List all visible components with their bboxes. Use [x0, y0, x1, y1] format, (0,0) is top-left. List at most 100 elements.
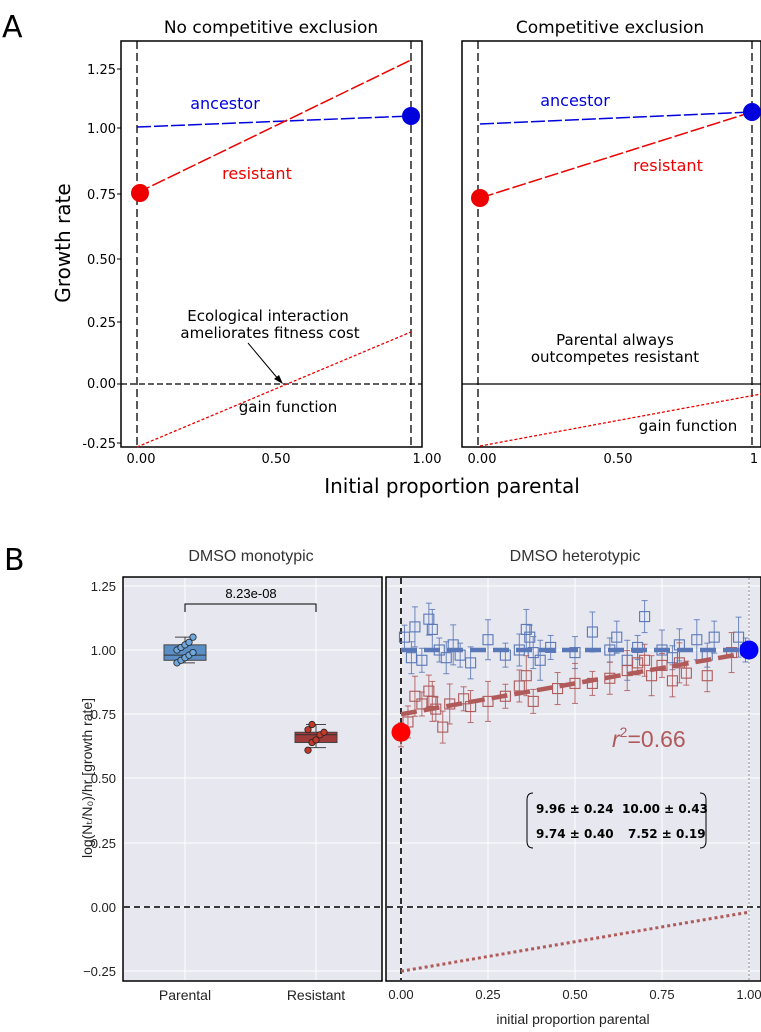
data-point-square — [458, 693, 470, 705]
data-point-square — [409, 690, 421, 702]
ytick-label: 0.00 — [91, 900, 116, 915]
panel-a-left-xticks: 0.00 0.50 1.00 — [127, 452, 442, 467]
xtick-label: 0.50 — [604, 452, 633, 467]
panel-a-right-ancestor-point — [743, 103, 761, 121]
ytick-label: 0.75 — [87, 188, 116, 203]
data-point-square — [586, 626, 598, 638]
xtick-label: 0.00 — [127, 452, 156, 467]
panel-a-right-resistant-label: resistant — [633, 156, 703, 175]
panel-a-left-ancestor-point — [402, 107, 420, 125]
data-point-square — [632, 657, 644, 669]
data-point-square — [409, 621, 421, 633]
ytick-label: 0.50 — [91, 771, 116, 786]
data-point-square — [465, 657, 477, 669]
panel-a-right-title: Competitive exclusion — [516, 18, 704, 38]
panel-a-right-annotation-1: Parental always — [556, 331, 674, 349]
xtick-label: 0.75 — [649, 987, 674, 1002]
endpoint-resistant — [391, 722, 411, 742]
xtick-label: 0.50 — [562, 987, 587, 1002]
gain-function-line — [400, 910, 750, 973]
table-cell: 10.00 ± 0.43 — [622, 802, 708, 816]
xtick-label: 0.25 — [475, 987, 500, 1002]
panel-a-left-resistant-point — [131, 184, 149, 202]
table-cell: 9.74 ± 0.40 — [536, 827, 614, 841]
data-point-square — [520, 670, 532, 682]
data-point-square — [437, 721, 449, 733]
data-point-square — [440, 652, 452, 664]
endpoint-ancestor — [739, 640, 759, 660]
box-point — [320, 728, 328, 736]
significance-bracket — [184, 603, 317, 612]
panel-a-left-gain-line — [136, 331, 412, 448]
data-point-square — [513, 680, 525, 692]
panel-a-left-title: No competitive exclusion — [164, 18, 378, 38]
data-point-square — [621, 665, 633, 677]
panel-a-right-guides — [462, 41, 761, 447]
ytick-label: 0.25 — [91, 836, 116, 851]
panel-a-left-ancestor-label: ancestor — [190, 94, 260, 113]
fitness-table: 9.96 ± 0.24 10.00 ± 0.43 9.74 ± 0.40 7.5… — [536, 802, 708, 841]
ytick-label: −0.25 — [83, 964, 116, 979]
data-point-square — [733, 631, 745, 643]
pvalue-label: 8.23e-08 — [225, 586, 276, 601]
xtick-label: 1.00 — [413, 452, 442, 467]
box-point — [312, 736, 320, 744]
panel-b-left-xticks: Parental Resistant — [159, 987, 345, 1003]
ytick-label: -0.25 — [82, 437, 116, 452]
ytick-label: 0.00 — [87, 377, 116, 392]
panel-label-b: B — [4, 543, 25, 578]
data-point-square — [527, 647, 539, 659]
data-point-square — [680, 667, 692, 679]
panel-a-left-annotation-2: ameliorates fitness cost — [180, 324, 359, 342]
panel-b-right-title: DMSO heterotypic — [510, 548, 641, 565]
table-left-brace — [526, 792, 534, 849]
data-point-square — [534, 654, 546, 666]
xtick-label: 1.00 — [736, 987, 761, 1002]
data-point-square — [426, 623, 438, 635]
panel-a-yticks: 1.25 1.00 0.75 0.50 0.25 0.00 -0.25 — [82, 63, 116, 452]
panel-a-right-ancestor-line — [479, 111, 753, 125]
panel-a-right-resistant-line — [479, 111, 753, 199]
box-point — [189, 633, 197, 641]
data-point-square — [520, 623, 532, 635]
box-point — [304, 726, 312, 734]
data-point-square — [708, 631, 720, 643]
panel-b-gridlines — [124, 578, 760, 980]
panel-a-left-resistant-label: resistant — [222, 164, 292, 183]
ytick-label: 1.00 — [91, 643, 116, 658]
table-right-brace — [699, 792, 707, 849]
data-point-square — [656, 659, 668, 671]
ytick-label: 0.75 — [91, 707, 116, 722]
panel-a-right-gain-label: gain function — [639, 417, 737, 435]
hetero-layer — [391, 600, 759, 973]
data-point-square — [416, 654, 428, 666]
panel-a-right-frame — [461, 40, 761, 448]
panel-b-left-title: DMSO monotypic — [188, 548, 313, 565]
panel-b-xlabel: initial proportion parental — [496, 1011, 649, 1027]
box-point — [308, 720, 316, 729]
category-label-parental: Parental — [159, 987, 211, 1003]
panel-a-right-ancestor-label: ancestor — [540, 91, 610, 110]
panel-label-a: A — [2, 10, 23, 45]
data-point-square — [701, 670, 713, 682]
ytick-label: 1.25 — [91, 579, 116, 594]
data-point-square — [691, 634, 703, 646]
data-point-square — [426, 695, 438, 707]
data-point-square — [524, 631, 536, 643]
box-point — [189, 648, 197, 657]
panel-a-xlabel: Initial proportion parental — [324, 474, 580, 498]
panel-a-right-gain-line — [479, 393, 761, 447]
panel-a-right-resistant-point — [471, 189, 489, 207]
data-point-square — [639, 654, 651, 666]
r2-value: =0.66 — [627, 726, 685, 752]
panel-a-right-annotation-2: outcompetes resistant — [531, 348, 699, 366]
panel-a-left-ancestor-line — [136, 115, 412, 128]
panel-b-right-xticks: 0.00 0.25 0.50 0.75 1.00 — [388, 987, 761, 1002]
panel-a-ytick-marks — [117, 68, 121, 444]
category-label-resistant: Resistant — [287, 987, 345, 1003]
ytick-label: 1.25 — [87, 63, 116, 78]
data-point-square — [639, 611, 651, 623]
panel-a-left-gain-label: gain function — [239, 398, 337, 416]
panel-b-left-bg — [122, 576, 383, 982]
